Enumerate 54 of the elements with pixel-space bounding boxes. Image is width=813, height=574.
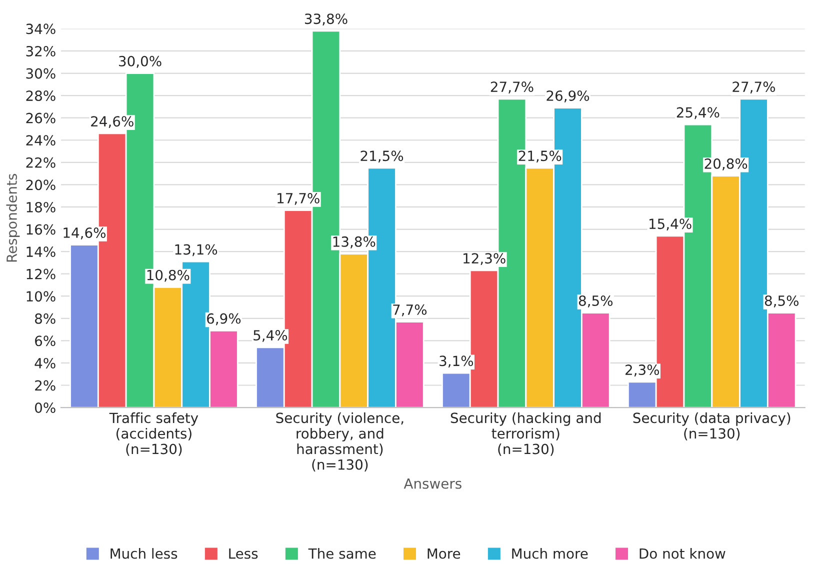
data-label: 25,4% — [676, 107, 720, 120]
legend-label: Much less — [110, 548, 178, 559]
data-label: 13,8% — [333, 236, 376, 248]
x-tick-label: Security (hacking and terrorism) (n=130) — [450, 412, 601, 456]
y-tick-label: 32% — [26, 46, 56, 56]
data-label: 10,8% — [147, 270, 190, 282]
y-tick-label: 14% — [26, 246, 56, 258]
y-tick-label: 4% — [34, 358, 56, 368]
data-label: 6,9% — [207, 313, 241, 326]
y-tick-label: 6% — [35, 336, 56, 346]
legend-label: Less — [229, 548, 258, 559]
data-label: 3,1% — [440, 356, 474, 368]
y-tick-label: 26% — [26, 112, 56, 124]
data-label: 24,6% — [91, 116, 134, 128]
x-tick-label: Traffic safety (accidents) (n=130) — [109, 412, 198, 456]
y-tick-label: 8% — [35, 313, 56, 324]
data-label: 17,7% — [278, 192, 320, 205]
data-label: 21,5% — [360, 150, 404, 163]
x-tick-label: Security (violence, robbery, and harassment) (n=130) — [276, 412, 404, 472]
y-tick-label: 16% — [26, 224, 56, 235]
legend-label: The same — [308, 548, 376, 559]
y-tick-label: 34% — [26, 24, 56, 34]
legend-label: Much more — [512, 548, 588, 559]
y-tick-label: 22% — [26, 157, 56, 168]
y-tick-label: 24% — [26, 135, 56, 146]
legend-label: More — [428, 548, 460, 559]
y-axis-title: Respondents — [6, 174, 20, 262]
data-label: 7,7% — [393, 304, 427, 316]
data-label: 21,5% — [518, 150, 562, 163]
data-label: 30,0% — [119, 56, 162, 68]
y-tick-label: 30% — [26, 68, 56, 79]
data-label: 5,4% — [254, 330, 288, 342]
data-label: 20,8% — [704, 158, 748, 170]
data-label: 12,3% — [464, 253, 506, 266]
y-tick-label: 12% — [26, 268, 56, 280]
x-tick-label: Security (data privacy) (n=130) — [633, 412, 790, 440]
data-label: 27,7% — [490, 82, 534, 94]
y-tick-label: 2% — [35, 380, 56, 391]
y-tick-label: 20% — [26, 180, 56, 190]
data-label: 8,5% — [764, 295, 798, 308]
data-label: 27,7% — [732, 82, 776, 94]
y-tick-label: 18% — [26, 202, 56, 212]
y-tick-label: 28% — [26, 90, 56, 102]
data-label: 2,3% — [626, 364, 660, 376]
y-tick-label: 0% — [34, 402, 56, 414]
y-tick-label: 10% — [26, 291, 56, 302]
data-label: 15,4% — [650, 218, 692, 231]
data-label: 8,5% — [578, 295, 613, 308]
data-label: 14,6% — [64, 228, 106, 240]
data-label: 26,9% — [546, 90, 590, 102]
data-label: 13,1% — [175, 244, 218, 256]
x-axis-title: Answers — [404, 478, 462, 489]
legend-label: Do not know — [640, 548, 726, 559]
data-label: 33,8% — [304, 14, 348, 26]
